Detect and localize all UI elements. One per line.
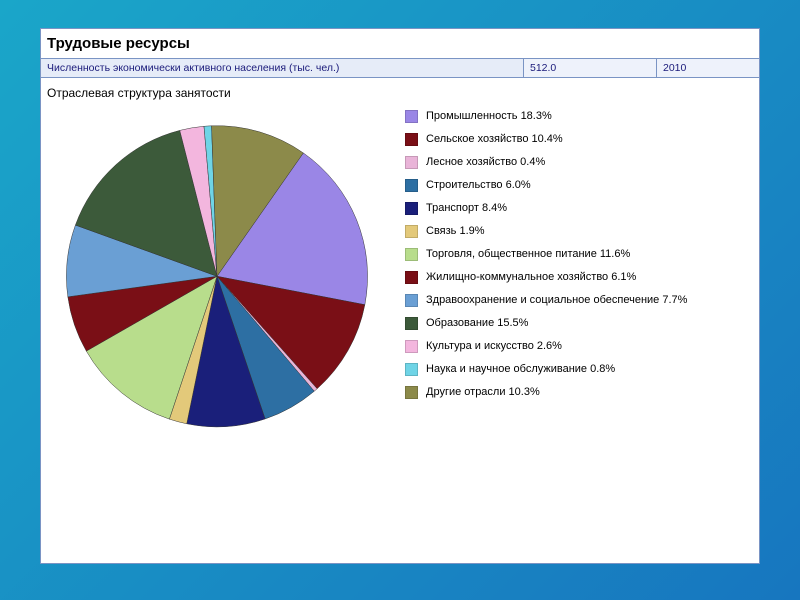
metric-label: Численность экономически активного насел… xyxy=(41,59,524,77)
legend-swatch xyxy=(405,363,418,376)
legend-label: Культура и искусство 2.6% xyxy=(426,341,562,353)
legend-label: Жилищно-коммунальное хозяйство 6.1% xyxy=(426,272,636,284)
legend-item: Лесное хозяйство 0.4% xyxy=(405,156,753,169)
legend-label: Связь 1.9% xyxy=(426,226,485,238)
legend-label: Здравоохранение и социальное обеспечение… xyxy=(426,295,687,307)
legend-label: Транспорт 8.4% xyxy=(426,203,507,215)
legend-item: Промышленность 18.3% xyxy=(405,110,753,123)
legend-label: Торговля, общественное питание 11.6% xyxy=(426,249,630,261)
legend-item: Транспорт 8.4% xyxy=(405,202,753,215)
legend-swatch xyxy=(405,294,418,307)
legend-swatch xyxy=(405,133,418,146)
chart-subtitle: Отраслевая структура занятости xyxy=(41,78,759,102)
legend-label: Наука и научное обслуживание 0.8% xyxy=(426,364,615,376)
legend-item: Сельское хозяйство 10.4% xyxy=(405,133,753,146)
legend-item: Другие отрасли 10.3% xyxy=(405,386,753,399)
legend-item: Строительство 6.0% xyxy=(405,179,753,192)
slide: Трудовые ресурсы Численность экономическ… xyxy=(0,0,800,600)
page-title: Трудовые ресурсы xyxy=(41,29,759,59)
legend-label: Строительство 6.0% xyxy=(426,180,531,192)
legend-item: Торговля, общественное питание 11.6% xyxy=(405,248,753,261)
pie-chart xyxy=(47,106,387,466)
chart-area: Промышленность 18.3% Сельское хозяйство 1… xyxy=(41,102,759,563)
legend-item: Здравоохранение и социальное обеспечение… xyxy=(405,294,753,307)
metric-row: Численность экономически активного насел… xyxy=(41,59,759,78)
legend-swatch xyxy=(405,110,418,123)
legend-swatch xyxy=(405,225,418,238)
legend-label: Образование 15.5% xyxy=(426,318,528,330)
content-panel: Трудовые ресурсы Численность экономическ… xyxy=(40,28,760,564)
legend-label: Другие отрасли 10.3% xyxy=(426,387,540,399)
legend-swatch xyxy=(405,202,418,215)
legend-item: Культура и искусство 2.6% xyxy=(405,340,753,353)
legend-item: Наука и научное обслуживание 0.8% xyxy=(405,363,753,376)
chart-legend: Промышленность 18.3% Сельское хозяйство 1… xyxy=(387,106,753,409)
metric-year: 2010 xyxy=(657,59,759,77)
legend-label: Лесное хозяйство 0.4% xyxy=(426,157,545,169)
legend-swatch xyxy=(405,317,418,330)
legend-swatch xyxy=(405,248,418,261)
legend-item: Жилищно-коммунальное хозяйство 6.1% xyxy=(405,271,753,284)
legend-swatch xyxy=(405,386,418,399)
legend-item: Образование 15.5% xyxy=(405,317,753,330)
legend-swatch xyxy=(405,340,418,353)
metric-value: 512.0 xyxy=(524,59,657,77)
legend-swatch xyxy=(405,271,418,284)
legend-swatch xyxy=(405,179,418,192)
legend-item: Связь 1.9% xyxy=(405,225,753,238)
legend-swatch xyxy=(405,156,418,169)
legend-label: Промышленность 18.3% xyxy=(426,111,552,123)
legend-label: Сельское хозяйство 10.4% xyxy=(426,134,563,146)
